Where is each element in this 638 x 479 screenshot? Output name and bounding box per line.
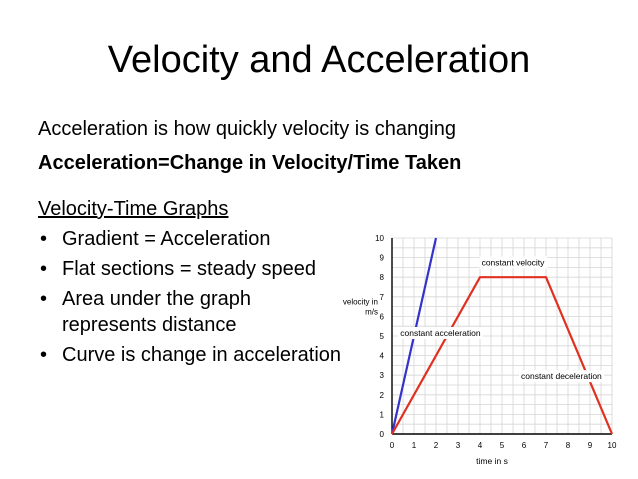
annotation-background: [398, 327, 483, 339]
x-tick-label: 9: [588, 441, 593, 450]
velocity-time-svg: 0 1 2 3 4 5 6 7 8 9 10 0 1 2 3 4 5 6 7 8 9 10 time in s velocit…: [343, 234, 617, 466]
velocity-time-chart: 0 1 2 3 4 5 6 7 8 9 10 0 1 2 3 4 5 6 7 8 9 10 time in s velocit…: [330, 226, 630, 471]
y-tick-label: 8: [380, 273, 385, 282]
y-tick-label: 2: [380, 391, 385, 400]
formula-text: Acceleration=Change in Velocity/Time Tak…: [38, 152, 462, 174]
bullet-icon: •: [40, 228, 48, 250]
y-tick-label: 5: [380, 332, 385, 341]
chart-annotation: constant deceleration: [521, 371, 602, 381]
x-tick-label: 8: [566, 441, 571, 450]
graphs-subheading: Velocity-Time Graphs: [38, 198, 229, 220]
y-tick-label: 0: [380, 430, 385, 439]
y-tick-label: 7: [380, 293, 385, 302]
bullet-icon: •: [40, 344, 48, 366]
x-tick-label: 5: [500, 441, 505, 450]
x-tick-label: 10: [608, 441, 617, 450]
bullet-text: Gradient = Acceleration: [62, 228, 271, 250]
series-line-1: [391, 276, 614, 435]
x-tick-label: 6: [522, 441, 527, 450]
chart-annotation: constant velocity: [482, 257, 546, 267]
bullet-text: Curve is change in acceleration: [62, 344, 342, 366]
chart-annotation: constant acceleration: [400, 328, 481, 338]
slide-title: Velocity and Acceleration: [107, 39, 531, 81]
x-tick-label: 7: [544, 441, 549, 450]
y-axis-label-unit: m/s: [365, 308, 378, 317]
bullet-icon: •: [40, 258, 48, 280]
y-tick-label: 3: [380, 371, 385, 380]
y-tick-label: 1: [380, 410, 385, 419]
y-axis-label: velocity in: [343, 298, 378, 307]
y-tick-label: 4: [380, 352, 385, 361]
annotation-background: [479, 256, 548, 269]
bullet-icon: •: [40, 288, 48, 310]
bullet-item: • Gradient = Acceleration: [38, 226, 348, 252]
bullet-item: • Curve is change in acceleration: [38, 342, 348, 368]
bullet-text: Area under the graph represents distance: [62, 288, 252, 336]
bullet-item: • Flat sections = steady speed: [38, 256, 348, 282]
y-tick-label: 9: [380, 254, 385, 263]
bullet-list: • Gradient = Acceleration • Flat sections …: [38, 226, 348, 372]
bullet-item: • Area under the graph represents distanc…: [38, 286, 348, 338]
x-tick-label: 0: [390, 441, 395, 450]
x-axis-label: time in s: [476, 456, 508, 466]
annotation-background: [518, 370, 605, 383]
bullet-text: Flat sections = steady speed: [62, 258, 317, 280]
x-tick-label: 1: [412, 441, 417, 450]
definition-text: Acceleration is how quickly velocity is …: [38, 118, 456, 140]
x-tick-label: 4: [478, 441, 483, 450]
y-tick-label: 6: [380, 312, 385, 321]
y-tick-label: 10: [375, 234, 384, 243]
x-tick-label: 3: [456, 441, 461, 450]
x-tick-label: 2: [434, 441, 439, 450]
